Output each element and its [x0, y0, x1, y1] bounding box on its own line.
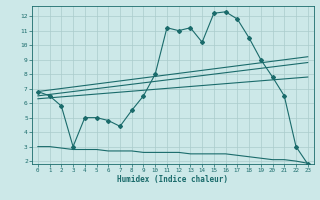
X-axis label: Humidex (Indice chaleur): Humidex (Indice chaleur) — [117, 175, 228, 184]
